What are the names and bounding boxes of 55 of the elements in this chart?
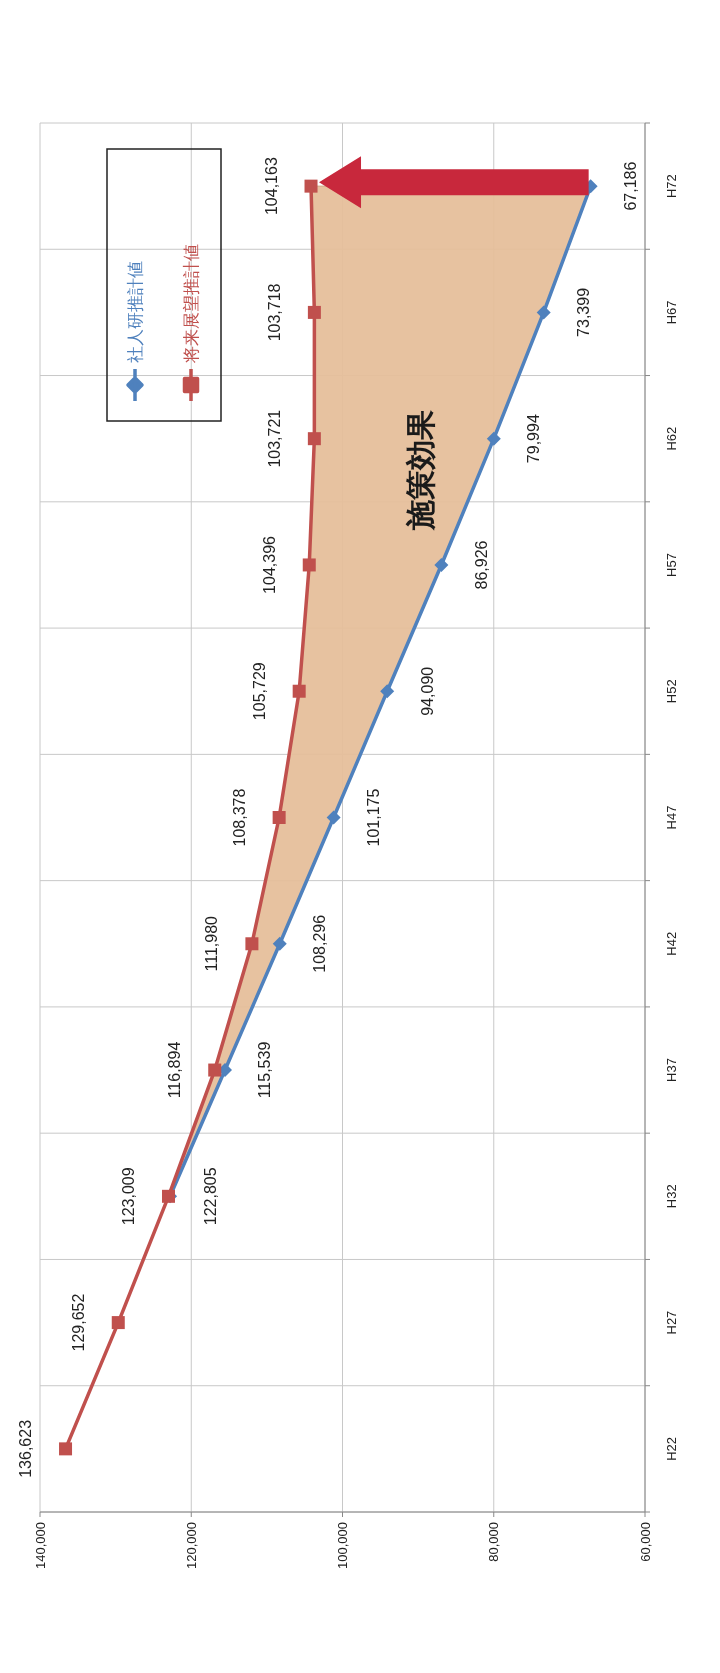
point: [111, 1316, 125, 1330]
y-tick-label: H52: [663, 679, 679, 704]
data-label: 123,009: [119, 1167, 137, 1226]
y-tick-label: H72: [663, 174, 679, 199]
point: [272, 936, 287, 951]
data-label: 136,623: [17, 1419, 35, 1478]
data-label: 103,721: [265, 409, 283, 468]
data-label: 108,378: [230, 788, 248, 847]
data-label: 67,186: [622, 161, 640, 211]
y-tick-label: H27: [663, 1310, 679, 1335]
y-tick-label: H37: [663, 1058, 679, 1082]
point: [292, 684, 306, 698]
data-label: 105,729: [250, 662, 268, 721]
y-tick-label: H57: [663, 553, 679, 577]
point: [486, 431, 501, 446]
point: [304, 179, 318, 193]
point: [434, 557, 449, 572]
data-label: 94,090: [418, 666, 436, 716]
x-tick-label: 100,000: [335, 1522, 350, 1569]
x-tick-label: 60,000: [637, 1522, 653, 1562]
data-label: 111,980: [203, 915, 221, 972]
y-tick-label: H47: [663, 805, 679, 830]
data-label: 103,718: [265, 283, 283, 342]
point: [245, 937, 259, 951]
y-tick-label: H22: [663, 1436, 679, 1461]
data-label: 104,163: [262, 157, 280, 216]
text: 社人研推計値: [125, 261, 145, 363]
data-label: 73,399: [575, 287, 593, 337]
point: [307, 305, 321, 319]
y-tick-label: H32: [663, 1184, 679, 1209]
point: [272, 811, 286, 824]
y-tick-label: H42: [663, 931, 679, 956]
point: [536, 305, 551, 320]
data-label: 116,894: [166, 1041, 184, 1099]
x-tick-label: 80,000: [486, 1522, 502, 1562]
y-tick-label: H62: [663, 426, 679, 451]
x-tick-label: 140,000: [32, 1522, 48, 1569]
point: [208, 1063, 222, 1077]
annotation: 施策効果: [403, 410, 437, 531]
point: [302, 558, 316, 572]
data-label: 101,175: [365, 788, 383, 847]
x-tick-label: 120,000: [183, 1522, 199, 1569]
data-label: 86,926: [472, 540, 490, 590]
point: [380, 684, 395, 699]
y-tick-label: H67: [663, 300, 679, 325]
data-label: 122,805: [201, 1167, 219, 1226]
data-label: 129,652: [69, 1293, 87, 1352]
point: [326, 810, 341, 825]
data-label: 79,994: [525, 414, 543, 464]
point: [59, 1442, 73, 1456]
point: [307, 432, 321, 446]
data-label: 108,296: [311, 914, 329, 973]
text: 将来展望推計値: [181, 244, 201, 364]
data-label: 115,539: [256, 1041, 274, 1099]
data-label: 104,396: [260, 535, 278, 594]
